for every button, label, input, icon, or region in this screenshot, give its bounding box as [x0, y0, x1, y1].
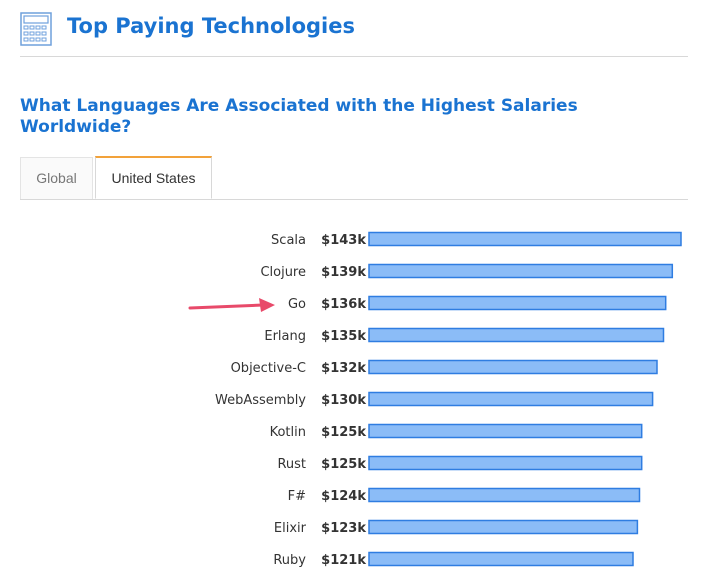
category-label-clojure: Clojure	[260, 265, 306, 280]
bar-elixir[interactable]	[368, 519, 639, 535]
tab-bar: Global United States	[20, 156, 688, 200]
category-label-erlang: Erlang	[264, 329, 306, 344]
bar-ruby[interactable]	[368, 551, 634, 567]
page-title: Top Paying Technologies	[67, 14, 355, 38]
category-label-objective-c: Objective-C	[231, 361, 306, 376]
value-label-go: $136k	[321, 297, 366, 312]
tab-global[interactable]: Global	[20, 157, 93, 199]
bar-rust[interactable]	[368, 455, 643, 471]
annotation-arrow-shaft	[188, 303, 265, 310]
category-label-webassembly: WebAssembly	[215, 393, 306, 408]
value-label-clojure: $139k	[321, 265, 366, 280]
bar-f[interactable]	[368, 487, 641, 503]
bar-go[interactable]	[368, 295, 667, 311]
value-label-rust: $125k	[321, 457, 366, 472]
bar-objective-c[interactable]	[368, 359, 658, 375]
calculator-icon	[20, 12, 52, 46]
value-label-scala: $143k	[321, 233, 366, 248]
category-label-elixir: Elixir	[274, 521, 307, 536]
section-header: Top Paying Technologies	[20, 10, 688, 57]
category-label-rust: Rust	[277, 457, 306, 472]
bar-webassembly[interactable]	[368, 391, 654, 407]
value-label-erlang: $135k	[321, 329, 366, 344]
value-label-elixir: $123k	[321, 521, 366, 536]
value-label-objective-c: $132k	[321, 361, 366, 376]
category-label-ruby: Ruby	[273, 553, 306, 568]
value-label-kotlin: $125k	[321, 425, 366, 440]
category-label-kotlin: Kotlin	[270, 425, 306, 440]
arrow-layer	[188, 298, 275, 312]
bar-erlang[interactable]	[368, 327, 665, 343]
value-label-ruby: $121k	[321, 553, 366, 568]
annotation-arrow-head	[259, 298, 275, 312]
category-label-f: F#	[288, 489, 306, 504]
category-label-scala: Scala	[271, 233, 306, 248]
value-label-webassembly: $130k	[321, 393, 366, 408]
value-label-f: $124k	[321, 489, 366, 504]
category-label-go: Go	[288, 297, 306, 312]
bar-clojure[interactable]	[368, 263, 674, 279]
bar-scala[interactable]	[368, 231, 682, 247]
bars-layer: Scala $143k Clojure $139k Go $136k Erlang $135k…	[215, 231, 682, 568]
tab-united-states[interactable]: United States	[95, 156, 212, 199]
chart-heading: What Languages Are Associated with the H…	[20, 96, 578, 137]
bar-kotlin[interactable]	[368, 423, 643, 439]
